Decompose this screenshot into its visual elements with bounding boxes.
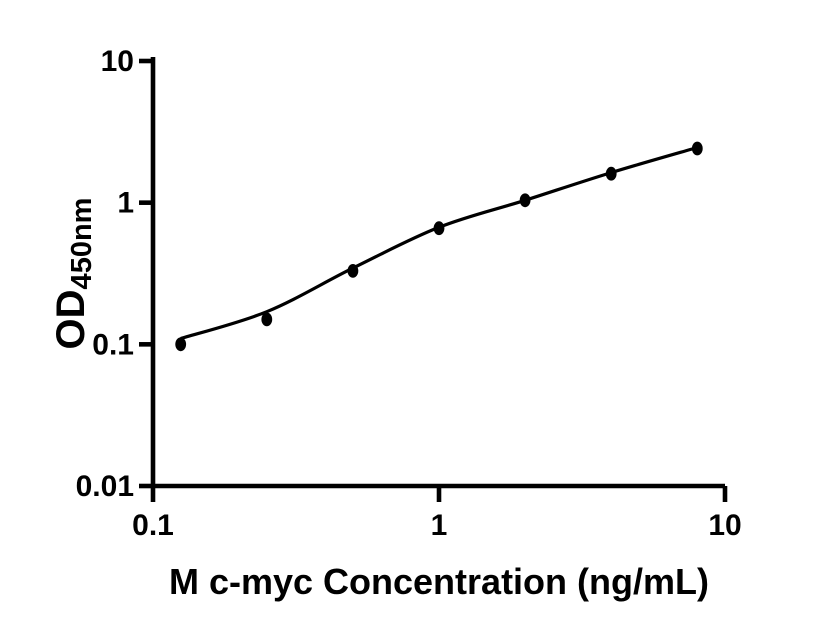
data-point [519,193,531,208]
data-point [261,312,273,327]
data-point [691,141,703,156]
x-tick-label: 0.1 [132,509,174,542]
y-tick-label: 10 [101,45,134,78]
data-point [347,264,359,278]
y-axis-title: OD450nm [49,198,98,350]
data-point [605,166,617,181]
axes-frame [150,57,725,489]
y-axis-title-main: OD [49,289,93,349]
y-tick-label: 0.01 [76,470,134,503]
y-axis-title-subscript: 450nm [66,198,98,290]
data-point [175,337,187,352]
y-tick-label: 0.1 [92,328,134,361]
y-tick-label: 1 [117,187,134,220]
x-tick-label: 1 [431,509,448,542]
fit-curve [180,145,698,341]
data-point [433,221,445,236]
x-tick-label: 10 [708,509,741,542]
x-axis-title: M c-myc Concentration (ng/mL) [169,561,709,602]
plot-area: 0.1 1 10 0.01 0.1 1 10 [76,45,742,542]
